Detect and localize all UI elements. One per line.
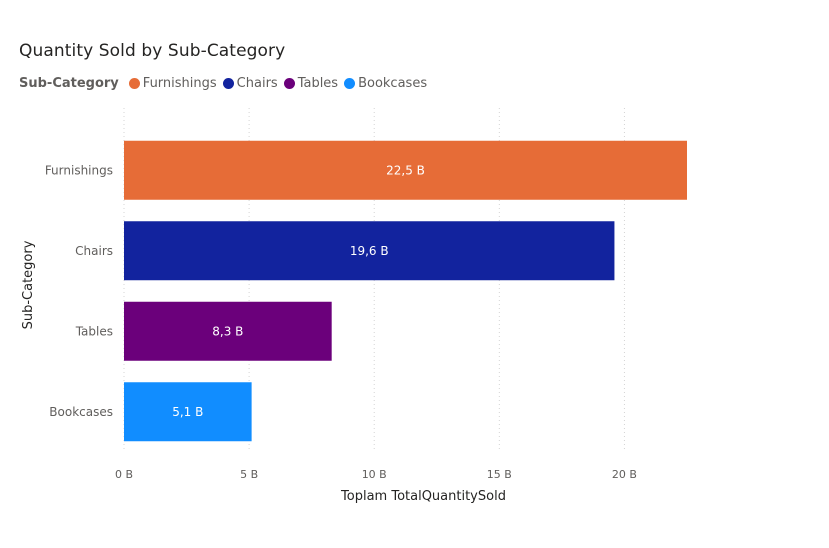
bar [124, 301, 332, 361]
x-tick-label: 15 B [487, 468, 512, 481]
legend-dot-furnishings [128, 78, 140, 89]
data-label: 8,3 B [212, 324, 243, 338]
legend: Sub-Category Furnishings Chairs Tables B… [19, 76, 433, 91]
legend-dot-tables [283, 78, 295, 89]
bar [124, 221, 615, 281]
category-label: Bookcases [49, 405, 113, 419]
legend-item-chairs[interactable]: Chairs [222, 76, 278, 91]
data-label: 19,6 B [350, 244, 389, 258]
category-label: Tables [75, 324, 113, 338]
legend-label-chairs: Chairs [236, 76, 278, 91]
data-label: 22,5 B [386, 163, 425, 177]
bar [124, 140, 687, 200]
data-label: 5,1 B [172, 405, 203, 419]
legend-dot-bookcases [344, 78, 356, 89]
bar [124, 382, 252, 442]
x-tick-label: 5 B [240, 468, 258, 481]
legend-label-tables: Tables [297, 76, 339, 91]
legend-dot-chairs [222, 78, 234, 89]
legend-label-bookcases: Bookcases [358, 76, 428, 91]
x-tick-label: 10 B [362, 468, 387, 481]
category-label: Chairs [75, 244, 113, 258]
chart-title: Quantity Sold by Sub-Category [19, 41, 286, 61]
legend-item-tables[interactable]: Tables [283, 76, 339, 91]
legend-title: Sub-Category [19, 76, 119, 91]
legend-label-furnishings: Furnishings [142, 76, 217, 91]
x-tick-label: 0 B [115, 468, 133, 481]
y-axis-title: Sub-Category [21, 240, 36, 329]
legend-item-furnishings[interactable]: Furnishings [128, 76, 217, 91]
x-axis-title: Toplam TotalQuantitySold [340, 489, 506, 504]
x-tick-label: 20 B [612, 468, 637, 481]
legend-item-bookcases[interactable]: Bookcases [344, 76, 427, 91]
category-label: Furnishings [45, 163, 113, 177]
